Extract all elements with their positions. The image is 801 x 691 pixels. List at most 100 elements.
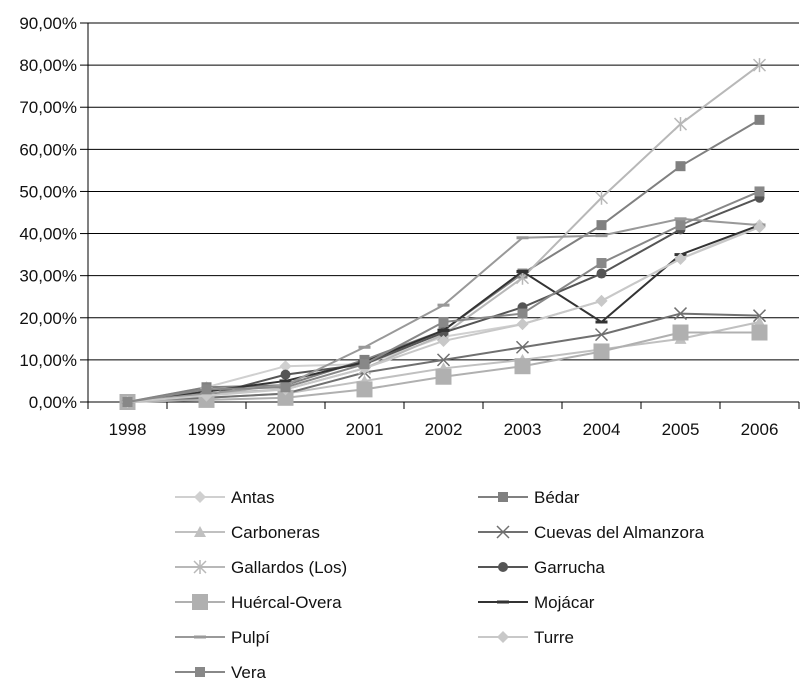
series-3-point-8 bbox=[752, 309, 767, 323]
series-4-point-8 bbox=[752, 58, 767, 73]
series-5-point-2 bbox=[280, 369, 291, 380]
series-7-point-5 bbox=[516, 269, 529, 273]
series-1-point-8 bbox=[754, 114, 765, 125]
legend-label-9: Turre bbox=[534, 628, 574, 647]
legend-marker-1 bbox=[498, 492, 508, 502]
x-tick-label-3: 2001 bbox=[346, 420, 384, 439]
series-10-point-5 bbox=[517, 308, 528, 319]
series-10-point-1 bbox=[201, 384, 212, 395]
series-7-point-6 bbox=[595, 320, 608, 324]
series-8-point-3 bbox=[358, 345, 371, 349]
legend-item-10: Vera bbox=[175, 663, 267, 682]
legend-marker-7 bbox=[497, 600, 509, 604]
legend-marker-6 bbox=[192, 594, 208, 610]
series-10-point-2 bbox=[280, 382, 291, 393]
series-4-point-6 bbox=[594, 190, 609, 205]
y-tick-label-0: 0,00% bbox=[29, 393, 77, 412]
series-10-point-3 bbox=[359, 359, 370, 370]
series-8-point-6 bbox=[595, 234, 608, 238]
y-tick-label-9: 90,00% bbox=[19, 14, 77, 33]
legend-item-9: Turre bbox=[478, 628, 574, 647]
legend-marker-8 bbox=[194, 635, 206, 639]
y-tick-label-2: 20,00% bbox=[19, 309, 77, 328]
series-group bbox=[119, 58, 768, 410]
series-6-point-8 bbox=[751, 324, 768, 341]
legend-item-0: Antas bbox=[175, 488, 274, 507]
series-10-point-0 bbox=[122, 397, 133, 407]
series-3-point-5 bbox=[515, 340, 530, 354]
legend-label-5: Garrucha bbox=[534, 558, 605, 577]
series-9-point-8 bbox=[753, 221, 766, 234]
series-6-point-5 bbox=[514, 358, 531, 375]
series-1-point-7 bbox=[675, 161, 686, 172]
x-tick-label-0: 1998 bbox=[109, 420, 147, 439]
series-8-point-7 bbox=[674, 217, 687, 221]
legend-label-3: Cuevas del Almanzora bbox=[534, 523, 705, 542]
series-1-point-6 bbox=[596, 220, 607, 231]
series-0-point-2 bbox=[279, 360, 292, 373]
legend-label-8: Pulpí bbox=[231, 628, 270, 647]
legend-item-6: Huércal-Overa bbox=[175, 593, 342, 612]
series-8-point-4 bbox=[437, 303, 450, 307]
gridlines: 0,00% 10,00% 20,00% 30,00% 40,00% 50,00% 60,00… bbox=[19, 14, 800, 439]
series-8-point-5 bbox=[516, 236, 529, 240]
y-tick-label-6: 60,00% bbox=[19, 140, 77, 159]
legend-item-3: Cuevas del Almanzora bbox=[478, 523, 705, 542]
legend-marker-0 bbox=[194, 491, 206, 503]
series-9-point-7 bbox=[674, 252, 687, 265]
legend-label-4: Gallardos (Los) bbox=[231, 558, 347, 577]
series-6 bbox=[119, 324, 768, 410]
y-tick-label-7: 70,00% bbox=[19, 98, 77, 117]
series-6-point-6 bbox=[593, 343, 610, 360]
y-tick-label-4: 40,00% bbox=[19, 225, 77, 244]
series-9-point-6 bbox=[595, 294, 608, 307]
series-7-point-4 bbox=[437, 328, 450, 332]
x-tick-label-6: 2004 bbox=[583, 420, 621, 439]
x-tick-label-4: 2002 bbox=[425, 420, 463, 439]
legend-item-1: Bédar bbox=[478, 488, 580, 507]
y-tick-label-3: 30,00% bbox=[19, 267, 77, 286]
series-10 bbox=[122, 186, 765, 407]
legend-label-2: Carboneras bbox=[231, 523, 320, 542]
x-tick-label-1: 1999 bbox=[188, 420, 226, 439]
legend-marker-9 bbox=[497, 631, 509, 643]
series-9-point-5 bbox=[516, 318, 529, 331]
y-tick-label-1: 10,00% bbox=[19, 351, 77, 370]
x-tick-label-2: 2000 bbox=[267, 420, 305, 439]
legend-label-6: Huércal-Overa bbox=[231, 593, 342, 612]
legend-label-7: Mojácar bbox=[534, 593, 595, 612]
legend: Antas Bédar Carboneras Cuevas del Almanzora… bbox=[175, 488, 705, 682]
legend-item-7: Mojácar bbox=[478, 593, 595, 612]
legend-label-10: Vera bbox=[231, 663, 267, 682]
series-3-point-4 bbox=[436, 353, 451, 367]
series-10-point-7 bbox=[675, 220, 686, 231]
legend-marker-4 bbox=[193, 560, 207, 574]
legend-item-5: Garrucha bbox=[478, 558, 605, 577]
x-tick-label-5: 2003 bbox=[504, 420, 542, 439]
legend-item-2: Carboneras bbox=[175, 523, 320, 542]
legend-item-8: Pulpí bbox=[175, 628, 270, 647]
legend-label-0: Antas bbox=[231, 488, 274, 507]
series-6-point-7 bbox=[672, 324, 689, 341]
legend-marker-2 bbox=[194, 526, 206, 537]
series-10-point-4 bbox=[438, 316, 449, 327]
series-9-point-4 bbox=[437, 334, 450, 347]
series-6-point-2 bbox=[277, 389, 294, 406]
legend-item-4: Gallardos (Los) bbox=[175, 558, 347, 577]
series-4-point-7 bbox=[673, 117, 688, 132]
series-2-point-8 bbox=[753, 315, 766, 327]
x-tick-label-8: 2006 bbox=[741, 420, 779, 439]
x-tick-label-7: 2005 bbox=[662, 420, 700, 439]
legend-marker-10 bbox=[195, 667, 205, 677]
legend-marker-5 bbox=[498, 562, 508, 572]
series-3-point-6 bbox=[594, 328, 609, 342]
series-10-point-8 bbox=[754, 186, 765, 197]
y-tick-label-8: 80,00% bbox=[19, 56, 77, 75]
legend-marker-3 bbox=[496, 525, 510, 539]
y-tick-label-5: 50,00% bbox=[19, 182, 77, 201]
series-10-point-6 bbox=[596, 258, 607, 269]
series-6-point-3 bbox=[356, 381, 373, 398]
series-3-point-7 bbox=[673, 307, 688, 321]
series-5-point-6 bbox=[596, 268, 607, 279]
